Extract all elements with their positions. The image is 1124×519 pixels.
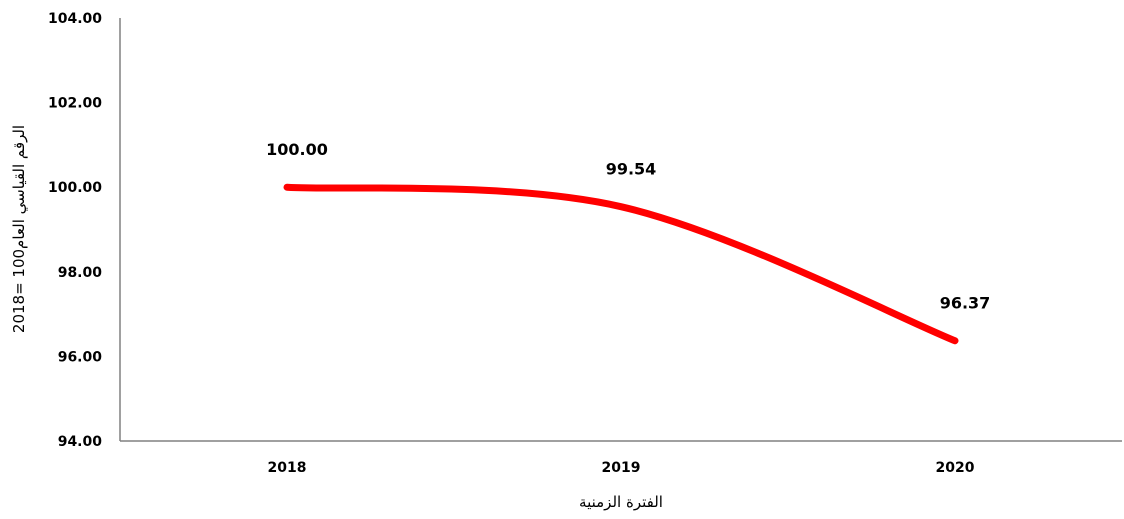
x-tick-label: 2018	[268, 460, 307, 476]
x-axis-ticks: 2018 2019 2020	[268, 460, 975, 476]
y-tick-label: 102.00	[48, 96, 102, 112]
x-axis-title: الفترة الزمنية	[579, 493, 663, 511]
y-tick-label: 96.00	[58, 349, 103, 365]
data-label: 100.00	[266, 140, 328, 159]
y-tick-label: 94.00	[58, 434, 103, 450]
y-tick-label: 104.00	[48, 11, 102, 27]
y-tick-label: 100.00	[48, 180, 102, 196]
y-axis-ticks: 94.00 96.00 98.00 100.00 102.00 104.00	[48, 11, 102, 450]
y-axis-title: الرقم القياسي العام100 =2018	[10, 125, 29, 333]
x-tick-label: 2020	[936, 460, 975, 476]
y-tick-label: 98.00	[58, 265, 103, 281]
x-tick-label: 2019	[602, 460, 641, 476]
series-line	[283, 183, 959, 345]
data-labels: 100.00 99.54 96.37	[266, 140, 990, 313]
data-label: 96.37	[940, 294, 991, 313]
data-label: 99.54	[606, 160, 657, 179]
